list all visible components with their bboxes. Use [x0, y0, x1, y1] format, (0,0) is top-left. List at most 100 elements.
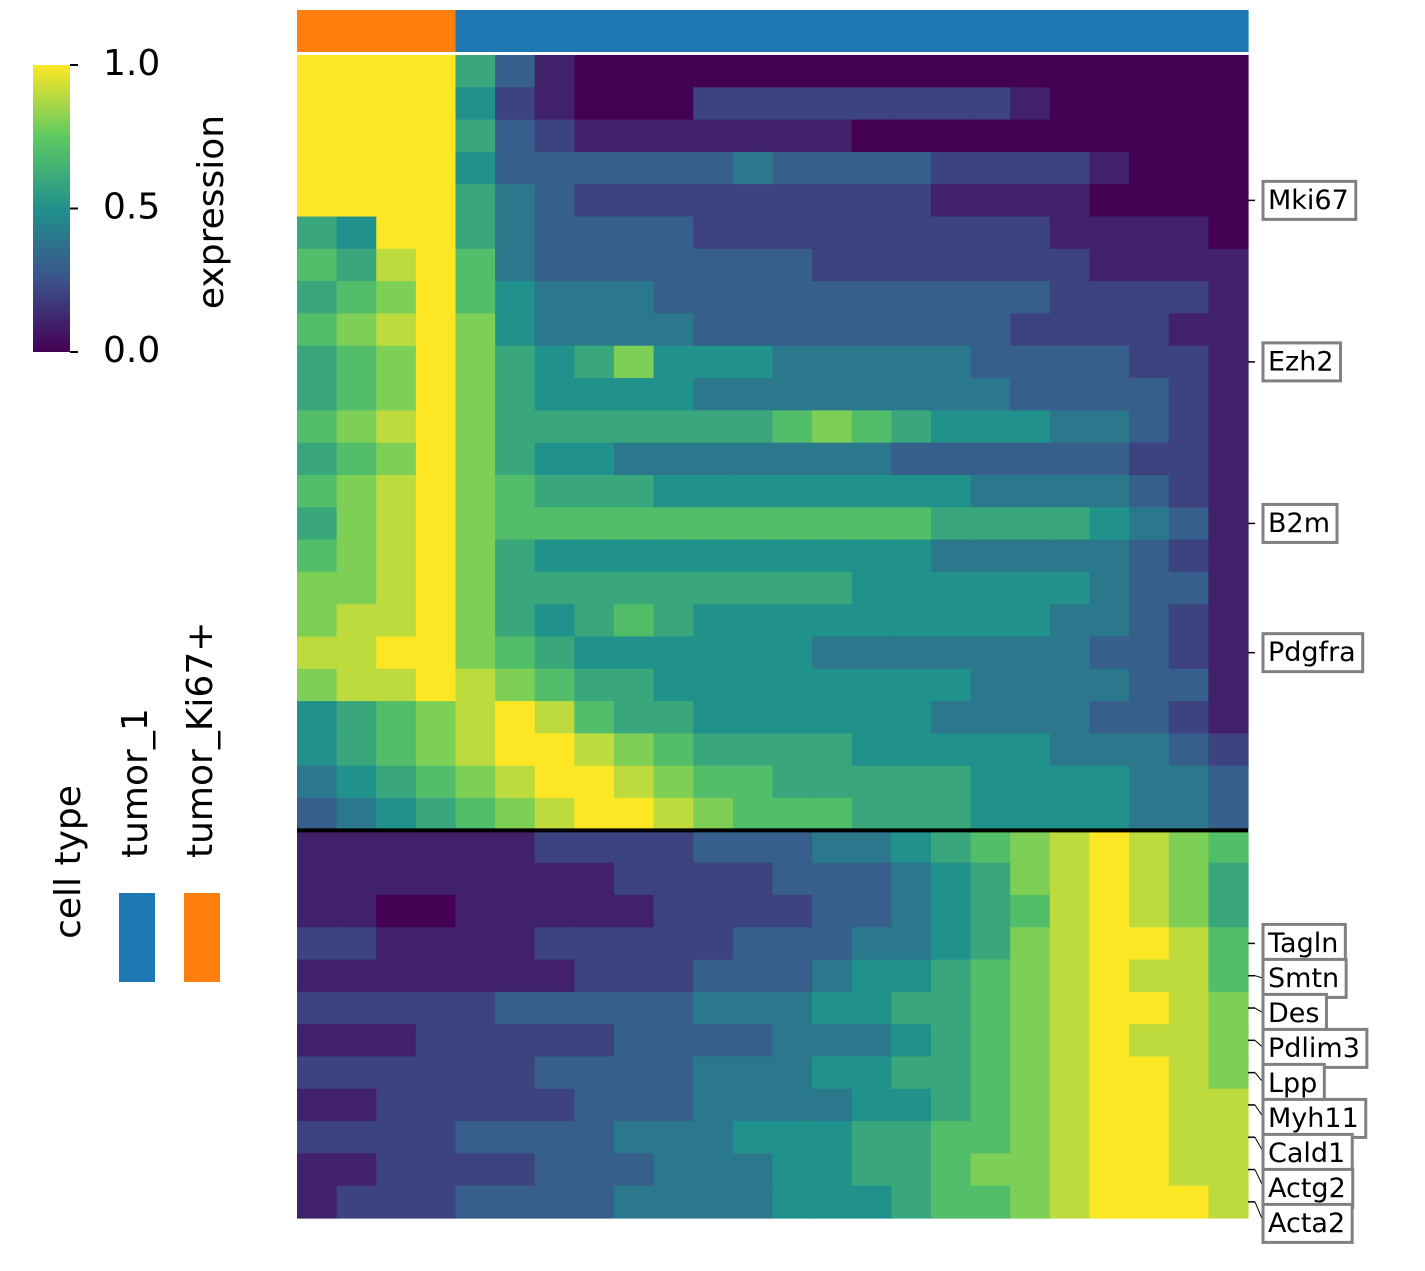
- heatmap-cell: [614, 474, 655, 508]
- heatmap-cell: [1129, 281, 1170, 315]
- heatmap-cell: [732, 248, 774, 282]
- heatmap-cell: [1010, 798, 1051, 831]
- heatmap-cell: [772, 571, 813, 605]
- heatmap-cell: [1089, 991, 1130, 1025]
- heatmap-cell: [772, 798, 813, 831]
- heatmap-cell: [297, 604, 338, 638]
- heatmap-cell: [495, 701, 536, 735]
- heatmap-cell: [495, 604, 536, 638]
- heatmap-cell: [415, 1056, 457, 1090]
- heatmap-cell: [415, 313, 457, 347]
- heatmap-cell: [891, 991, 932, 1025]
- heatmap-cell: [376, 539, 417, 573]
- heatmap-cell: [574, 1056, 615, 1090]
- heatmap-cell: [851, 765, 892, 799]
- heatmap-cell: [376, 410, 417, 444]
- heatmap-cell: [376, 1185, 417, 1219]
- heatmap-cell: [1208, 442, 1249, 476]
- heatmap-cell: [376, 1121, 417, 1154]
- heatmap-cell: [851, 1121, 892, 1154]
- heatmap-cell: [415, 345, 457, 379]
- heatmap-cell: [851, 442, 892, 476]
- heatmap-cell: [336, 830, 377, 864]
- heatmap-cell: [653, 1088, 694, 1122]
- heatmap-cell: [732, 378, 774, 411]
- heatmap-cell: [1168, 894, 1209, 928]
- heatmap-cell: [415, 1121, 457, 1154]
- heatmap-cell: [1208, 1185, 1249, 1219]
- heatmap-cell: [614, 151, 655, 185]
- heatmap-cell: [1168, 1185, 1209, 1219]
- heatmap-cell: [534, 1056, 575, 1090]
- heatmap-cell: [1049, 184, 1091, 218]
- heatmap-cell: [1089, 216, 1130, 250]
- heatmap-cell: [931, 798, 972, 831]
- heatmap-cell: [851, 474, 892, 508]
- heatmap-cell: [574, 733, 615, 767]
- heatmap-cell: [376, 55, 417, 88]
- heatmap-cell: [415, 959, 457, 993]
- heatmap-cell: [891, 184, 932, 218]
- heatmap-cell: [970, 55, 1011, 88]
- heatmap-cell: [455, 1088, 496, 1122]
- cell-type-bar: [1168, 10, 1209, 52]
- heatmap-cell: [1168, 345, 1209, 379]
- heatmap-cell: [415, 410, 457, 444]
- heatmap-cell: [891, 1056, 932, 1090]
- heatmap-cell: [931, 539, 972, 573]
- heatmap-cell: [1168, 507, 1209, 541]
- heatmap-cell: [336, 571, 377, 605]
- heatmap-cell: [534, 378, 575, 411]
- heatmap-cell: [495, 119, 536, 153]
- heatmap-cell: [415, 1153, 457, 1187]
- heatmap-cell: [1089, 798, 1130, 831]
- row-label-box: [1261, 1132, 1354, 1174]
- heatmap-cell: [614, 991, 655, 1025]
- heatmap-cell: [812, 1056, 853, 1090]
- heatmap-cell: [931, 991, 972, 1025]
- heatmap-cell: [614, 1056, 655, 1090]
- heatmap-cell: [1208, 313, 1249, 347]
- heatmap-cell: [1129, 151, 1170, 185]
- heatmap-cell: [1208, 798, 1249, 831]
- heatmap-cell: [931, 1088, 972, 1122]
- heatmap-cell: [1049, 668, 1091, 702]
- heatmap-cell: [970, 410, 1011, 444]
- heatmap-cell: [1208, 604, 1249, 638]
- heatmap-cell: [336, 604, 377, 638]
- heatmap-cell: [851, 410, 892, 444]
- heatmap-cell: [415, 119, 457, 153]
- cell-type-bar: [1208, 10, 1249, 52]
- heatmap-cell: [1049, 507, 1091, 541]
- heatmap-cell: [732, 636, 774, 670]
- heatmap-cell: [732, 765, 774, 799]
- cell-type-bar: [495, 10, 536, 52]
- heatmap-cell: [851, 1185, 892, 1219]
- heatmap-cell: [1168, 248, 1209, 282]
- heatmap-cell: [376, 571, 417, 605]
- heatmap-cell: [415, 1024, 457, 1058]
- heatmap-cell: [376, 378, 417, 411]
- heatmap-cell: [812, 539, 853, 573]
- row-label: Mki67: [1268, 185, 1349, 216]
- legend-label: tumor_Ki67+: [180, 622, 221, 858]
- heatmap-cell: [376, 991, 417, 1025]
- heatmap-cell: [534, 507, 575, 541]
- heatmap-cell: [534, 1088, 575, 1122]
- heatmap-cell: [1168, 1024, 1209, 1058]
- heatmap-cell: [336, 1024, 377, 1058]
- heatmap-cell: [653, 184, 694, 218]
- heatmap-cell: [772, 248, 813, 282]
- heatmap-cell: [931, 1024, 972, 1058]
- heatmap-cell: [970, 668, 1011, 702]
- heatmap-cell: [1129, 636, 1170, 670]
- heatmap-cell: [574, 862, 615, 896]
- heatmap-cell: [455, 119, 496, 153]
- heatmap-cell: [970, 1056, 1011, 1090]
- heatmap-cell: [970, 539, 1011, 573]
- heatmap-cell: [1129, 313, 1170, 347]
- heatmap-cell: [970, 1185, 1011, 1219]
- heatmap-cell: [336, 798, 377, 831]
- heatmap-cell: [336, 636, 377, 670]
